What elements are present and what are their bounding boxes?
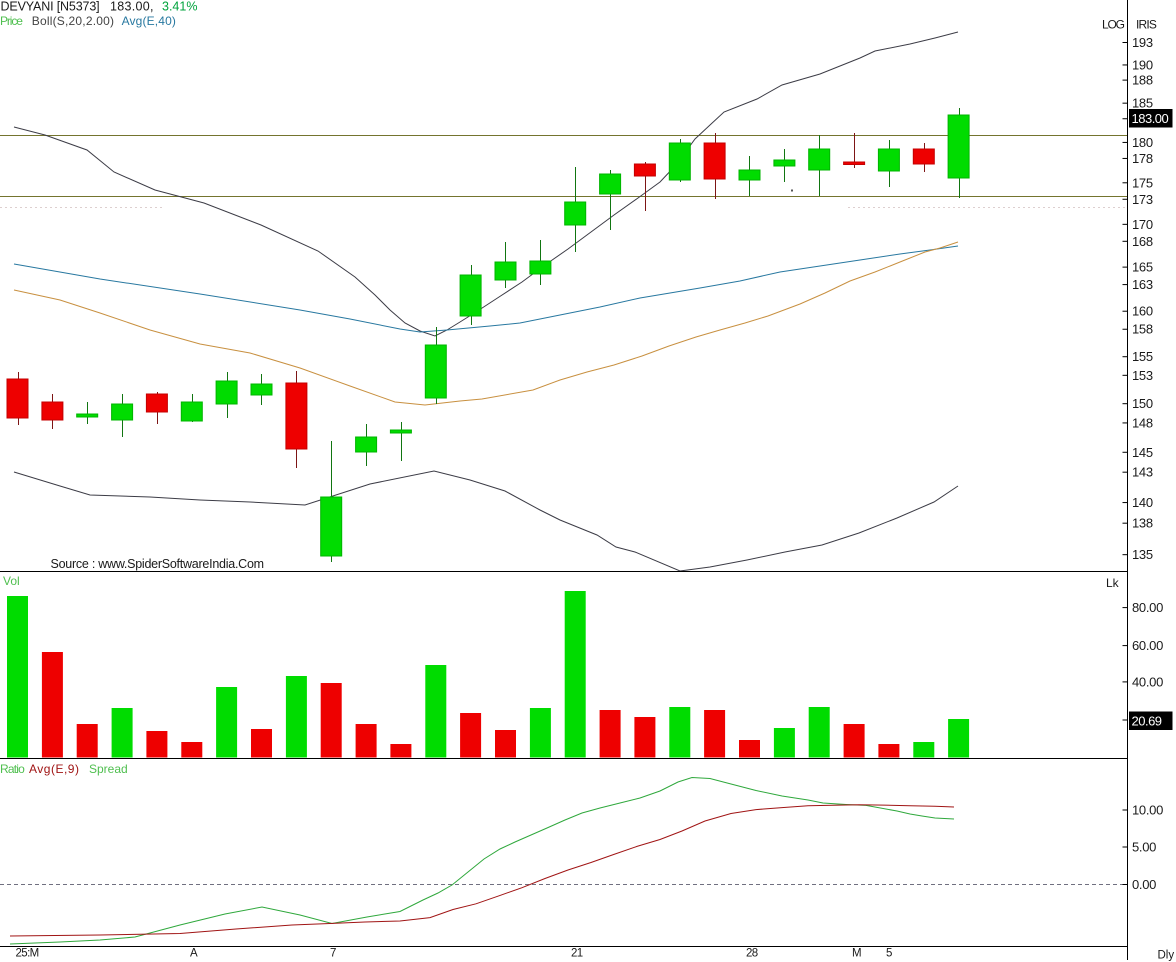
svg-text:40.00: 40.00 (1132, 674, 1163, 689)
svg-text:IRIS: IRIS (1136, 18, 1157, 32)
svg-text:150: 150 (1132, 396, 1153, 411)
svg-text:3.41%: 3.41% (162, 0, 197, 14)
svg-text:190: 190 (1132, 57, 1153, 72)
svg-text:135: 135 (1132, 547, 1153, 562)
svg-text:Vol: Vol (3, 574, 20, 588)
svg-text:0.00: 0.00 (1132, 877, 1156, 892)
svg-text:160: 160 (1132, 304, 1153, 319)
svg-text:28: 28 (746, 948, 758, 960)
svg-text:168: 168 (1132, 234, 1153, 249)
svg-text:138: 138 (1132, 516, 1153, 531)
svg-text:183.00,: 183.00, (110, 0, 154, 14)
svg-text:188: 188 (1132, 73, 1153, 88)
svg-text:60.00: 60.00 (1132, 638, 1163, 653)
svg-text:Boll(S,20,2.00): Boll(S,20,2.00) (32, 14, 114, 28)
svg-text:185: 185 (1132, 96, 1153, 111)
svg-text:173: 173 (1132, 192, 1153, 207)
svg-text:LOG: LOG (1102, 18, 1125, 32)
svg-text:5.00: 5.00 (1132, 840, 1156, 855)
svg-text:Price: Price (0, 14, 23, 28)
svg-text:Ratio: Ratio (0, 762, 25, 776)
svg-text:193: 193 (1132, 35, 1153, 50)
svg-text:175: 175 (1132, 175, 1153, 190)
svg-text:153: 153 (1132, 368, 1153, 383)
svg-text:Lk: Lk (1106, 576, 1120, 590)
svg-text:158: 158 (1132, 322, 1153, 337)
svg-text:A: A (190, 948, 198, 960)
svg-text:143: 143 (1132, 465, 1153, 480)
svg-text:140: 140 (1132, 495, 1153, 510)
svg-text:DEVYANI [N5373]: DEVYANI [N5373] (1, 0, 100, 14)
svg-text:5: 5 (886, 948, 892, 960)
svg-text:Dly: Dly (1158, 950, 1175, 962)
svg-text:10.00: 10.00 (1132, 803, 1163, 818)
svg-text:170: 170 (1132, 217, 1153, 232)
svg-text:183.00: 183.00 (1132, 111, 1169, 126)
svg-text:80.00: 80.00 (1132, 600, 1163, 615)
svg-text:163: 163 (1132, 277, 1153, 292)
svg-text:20.69: 20.69 (1132, 714, 1162, 729)
svg-text:Avg(E,40): Avg(E,40) (122, 14, 177, 28)
svg-text:Spread: Spread (89, 762, 128, 776)
svg-text:165: 165 (1132, 260, 1153, 275)
svg-text:178: 178 (1132, 151, 1153, 166)
svg-text:7: 7 (330, 948, 336, 960)
svg-text:155: 155 (1132, 349, 1153, 364)
svg-text:145: 145 (1132, 445, 1153, 460)
svg-text:148: 148 (1132, 415, 1153, 430)
svg-text:25:M: 25:M (16, 948, 39, 960)
svg-text:Avg(E,9): Avg(E,9) (29, 762, 79, 776)
svg-text:M: M (852, 948, 861, 960)
svg-text:180: 180 (1132, 135, 1153, 150)
svg-text:21: 21 (571, 948, 583, 960)
svg-text:Source : www.SpiderSoftwareInd: Source : www.SpiderSoftwareIndia.Com (51, 557, 264, 571)
